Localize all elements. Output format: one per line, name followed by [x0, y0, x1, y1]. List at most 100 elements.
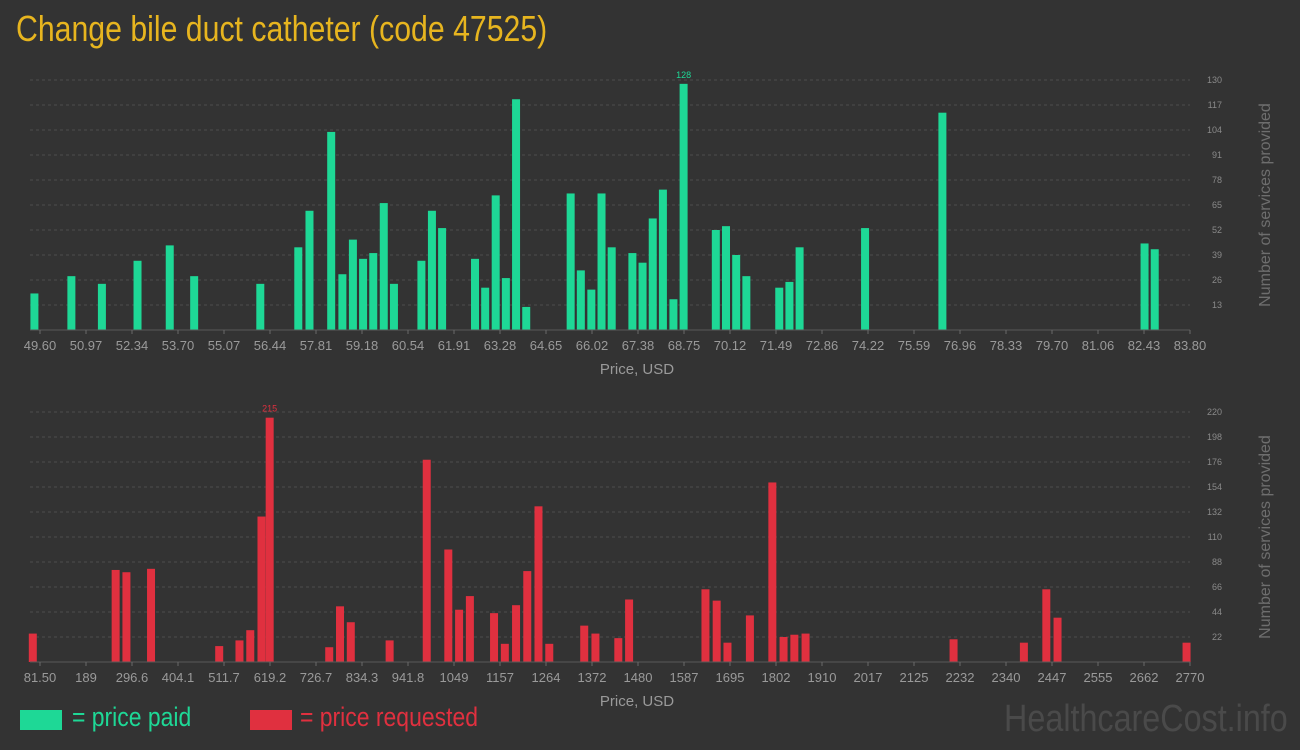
y-tick-label: 66 [1212, 582, 1222, 592]
bar [1042, 589, 1051, 662]
y-tick-label: 52 [1212, 225, 1222, 235]
bar [369, 253, 378, 330]
x-tick-label: 2232 [946, 670, 975, 685]
y-tick-label: 39 [1212, 250, 1222, 260]
y-tick-label: 26 [1212, 275, 1222, 285]
bar [491, 195, 500, 330]
y-tick-label: 65 [1212, 200, 1222, 210]
bar [576, 270, 585, 330]
x-tick-label: 57.81 [300, 338, 333, 353]
bar [607, 247, 616, 330]
x-tick-label: 2017 [854, 670, 883, 685]
bar [775, 287, 784, 330]
bar [111, 569, 120, 662]
bar [190, 276, 199, 330]
x-tick-label: 71.49 [760, 338, 793, 353]
bar [348, 239, 357, 330]
bar [523, 571, 532, 662]
bar [379, 203, 388, 330]
bar [580, 625, 589, 662]
x-tick-label: 81.06 [1082, 338, 1115, 353]
x-tick-label: 941.8 [392, 670, 425, 685]
bar [566, 193, 575, 330]
x-tick-label: 68.75 [668, 338, 701, 353]
bar [779, 637, 788, 662]
bar [949, 639, 958, 662]
x-tick-label: 74.22 [852, 338, 885, 353]
x-tick-label: 76.96 [944, 338, 977, 353]
bar [455, 609, 464, 662]
bar [338, 274, 347, 330]
bar [325, 647, 334, 662]
legend-paid-swatch [20, 710, 62, 730]
bar [597, 193, 606, 330]
bar [790, 634, 799, 662]
x-tick-label: 59.18 [346, 338, 379, 353]
x-tick-label: 66.02 [576, 338, 609, 353]
bar [614, 638, 623, 662]
x-tick-label: 83.80 [1174, 338, 1207, 353]
x-tick-label: 1157 [486, 670, 514, 685]
bar [359, 258, 368, 330]
y-tick-label: 44 [1212, 607, 1222, 617]
legend-paid-label: = price paid [72, 702, 192, 732]
bar [438, 228, 447, 330]
bar [67, 276, 76, 330]
x-tick-label: 1480 [624, 670, 653, 685]
y-tick-label: 198 [1207, 432, 1222, 442]
bar [587, 289, 596, 330]
bar [147, 568, 156, 662]
bar [257, 516, 266, 662]
x-tick-label: 49.60 [24, 338, 57, 353]
bar [256, 283, 265, 330]
x-axis-title: Price, USD [600, 693, 674, 710]
x-tick-label: 834.3 [346, 670, 379, 685]
bar [745, 615, 754, 662]
x-tick-label: 2447 [1038, 670, 1067, 685]
x-tick-label: 2340 [992, 670, 1021, 685]
bar [385, 640, 394, 662]
x-tick-label: 404.1 [162, 670, 195, 685]
bar [591, 633, 600, 662]
bar [712, 600, 721, 662]
y-tick-label: 220 [1207, 407, 1222, 417]
bar [512, 99, 521, 330]
x-tick-label: 296.6 [116, 670, 149, 685]
x-tick-label: 64.65 [530, 338, 563, 353]
bar [427, 210, 436, 330]
bar [30, 293, 39, 330]
x-tick-label: 55.07 [208, 338, 241, 353]
bar [711, 230, 720, 330]
y-tick-label: 154 [1207, 482, 1222, 492]
x-tick-label: 1049 [440, 670, 469, 685]
bar [545, 643, 554, 662]
bar [742, 276, 751, 330]
x-tick-label: 511.7 [208, 670, 240, 685]
bar [122, 572, 131, 662]
x-axis-title: Price, USD [600, 361, 674, 378]
x-tick-label: 82.43 [1128, 338, 1161, 353]
bar [500, 643, 509, 662]
y-tick-label: 110 [1208, 532, 1222, 542]
bar [165, 245, 174, 330]
bar [444, 549, 453, 662]
bar [938, 112, 947, 330]
x-tick-label: 79.70 [1036, 338, 1069, 353]
x-tick-label: 2125 [900, 670, 929, 685]
x-tick-label: 1910 [808, 670, 837, 685]
bar [795, 247, 804, 330]
y-tick-label: 78 [1212, 175, 1222, 185]
bar [648, 218, 657, 330]
x-tick-label: 81.50 [24, 670, 57, 685]
x-tick-label: 1695 [716, 670, 745, 685]
bar [265, 417, 274, 662]
bar [481, 287, 490, 330]
x-tick-label: 52.34 [116, 338, 149, 353]
bar [628, 253, 637, 330]
y-axis-title: Number of services provided [1257, 435, 1274, 639]
bar [1053, 617, 1062, 662]
bar [246, 630, 255, 662]
bar [638, 262, 647, 330]
bar [723, 642, 732, 662]
y-tick-label: 91 [1212, 150, 1222, 160]
